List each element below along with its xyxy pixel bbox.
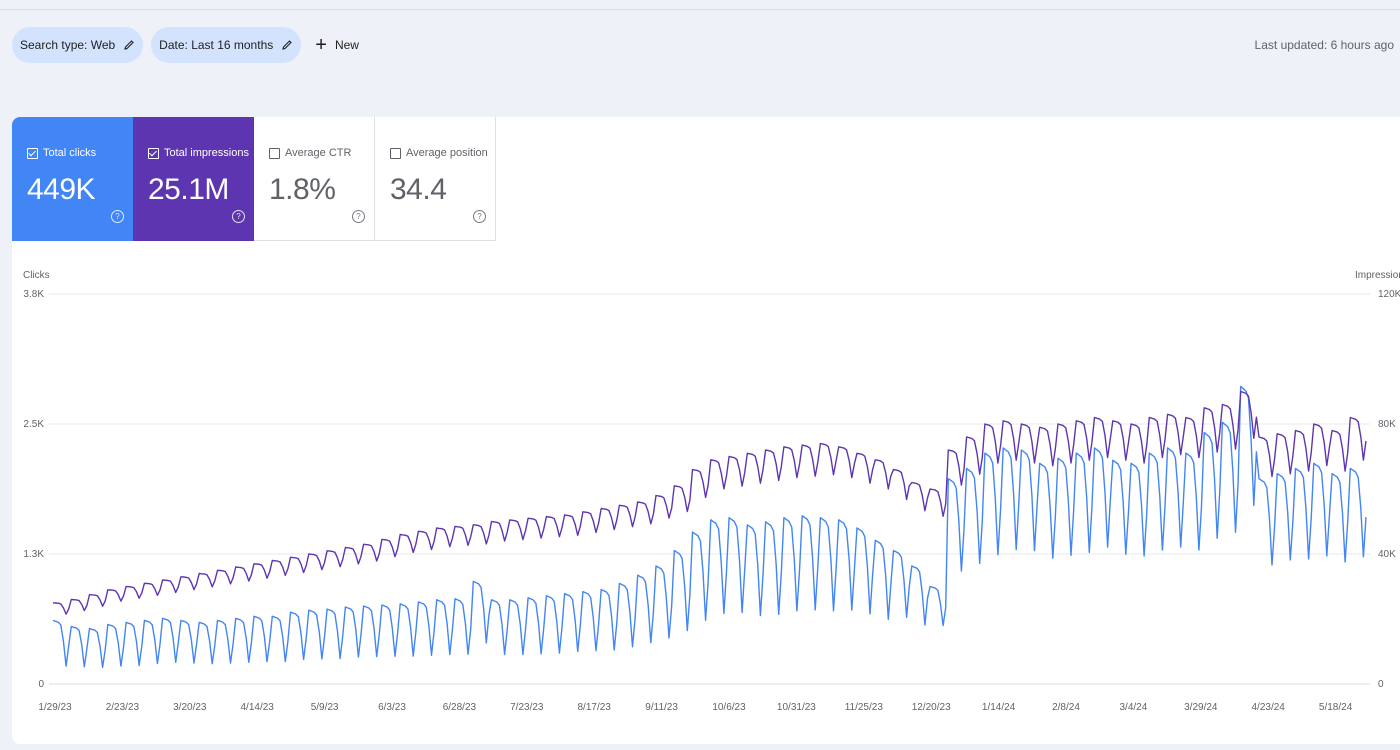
date-range-chip[interactable]: Date: Last 16 months [151,27,302,63]
metric-label: Average position [406,147,488,159]
edit-pencil-icon [282,40,293,50]
x-tick-label: 10/6/23 [712,702,746,713]
right-tick-label: 40K [1378,549,1396,560]
x-tick-label: 3/20/23 [173,702,207,713]
performance-line-chart: 3.8K 2.5K 1.3K 0 120K 80K 40K 0 Clicks Impression… [23,270,1400,713]
x-tick-label: 9/11/23 [645,702,678,713]
x-tick-label: 7/23/23 [510,702,544,713]
edit-pencil-icon [124,40,134,50]
metric-value: 34.4 [390,173,447,206]
metric-label: Average CTR [285,147,352,159]
metric-tabs: Total clicks 449K ? Total impressions 25… [12,117,496,241]
metric-value: 449K [27,173,96,206]
impressions-series-line [52,390,1367,615]
performance-card: Total clicks 449K ? Total impressions 25… [12,117,1400,744]
filter-bar: Search type: Web Date: Last 16 months + … [12,27,365,63]
x-tick-label: 1/14/24 [982,702,1016,713]
date-range-label: Date: Last 16 months [159,38,274,52]
help-icon[interactable]: ? [232,210,245,223]
right-axis-title: Impressions [1355,270,1400,281]
metric-average-ctr[interactable]: Average CTR 1.8% ? [254,117,375,241]
x-tick-label: 11/25/23 [845,702,884,713]
right-tick-label: 80K [1378,419,1396,430]
metric-total-clicks[interactable]: Total clicks 449K ? [12,117,133,241]
x-tick-label: 2/8/24 [1052,702,1080,713]
left-tick-label: 2.5K [23,419,44,430]
clicks-series-line [52,385,1367,669]
x-tick-label: 1/29/23 [38,702,72,713]
x-tick-label: 8/17/23 [578,702,612,713]
metric-total-impressions[interactable]: Total impressions 25.1M ? [133,117,254,241]
left-tick-label: 3.8K [23,289,44,300]
x-tick-label: 5/9/23 [311,702,339,713]
left-axis-title: Clicks [23,270,50,281]
last-updated-text: Last updated: 6 hours ago [1254,38,1394,52]
metric-average-position[interactable]: Average position 34.4 ? [375,117,496,241]
new-filter-label: New [334,38,359,52]
x-tick-label: 5/18/24 [1319,702,1353,713]
search-type-chip[interactable]: Search type: Web [12,27,144,63]
x-tick-label: 4/23/24 [1252,702,1286,713]
right-tick-label: 0 [1378,679,1384,690]
metric-value: 1.8% [269,173,336,206]
x-tick-label: 6/3/23 [378,702,406,713]
help-icon[interactable]: ? [473,210,486,223]
top-divider [0,9,1400,10]
help-icon[interactable]: ? [111,210,124,223]
x-tick-label: 3/29/24 [1184,702,1218,713]
metric-label: Total clicks [43,147,97,159]
help-icon[interactable]: ? [352,210,365,223]
checkbox-checked-icon [148,147,159,159]
x-tick-label: 12/20/23 [912,702,951,713]
new-filter-button[interactable]: + New [309,27,365,63]
x-tick-label: 4/14/23 [241,702,275,713]
metric-label: Total impressions [164,147,249,159]
search-type-label: Search type: Web [20,38,116,52]
checkbox-unchecked-icon [390,147,401,159]
x-tick-label: 6/28/23 [443,702,477,713]
metric-value: 25.1M [148,173,229,206]
x-tick-label: 2/23/23 [106,702,140,713]
right-tick-label: 120K [1378,289,1400,300]
x-tick-label: 3/4/24 [1119,702,1147,713]
plus-icon: + [315,34,327,56]
x-tick-label: 10/31/23 [777,702,816,713]
left-tick-label: 0 [38,679,44,690]
checkbox-unchecked-icon [269,147,280,159]
left-tick-label: 1.3K [23,549,44,560]
checkbox-checked-icon [27,147,38,159]
